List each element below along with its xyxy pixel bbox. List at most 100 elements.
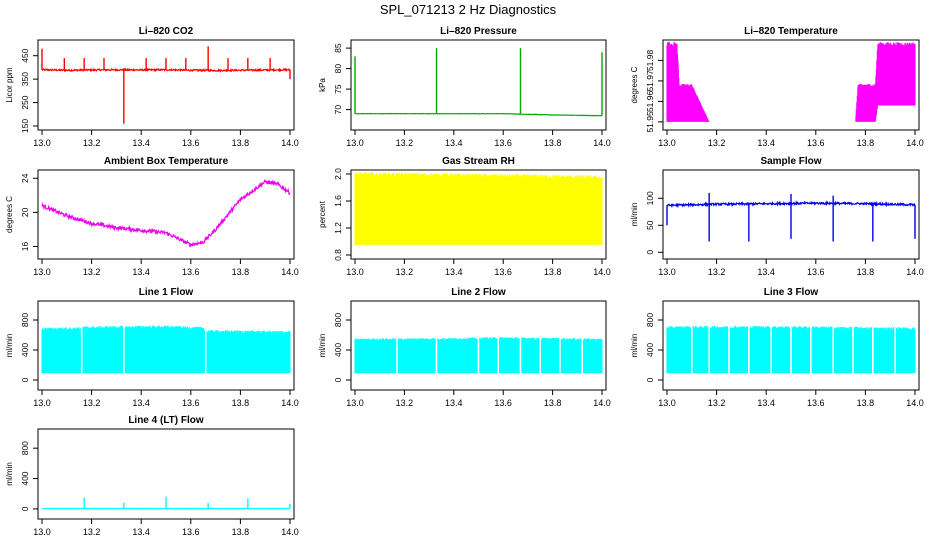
x-tick-label: 13.8 [232, 527, 250, 537]
x-tick-label: 13.0 [33, 267, 51, 277]
chart-panel-5: Gas Stream RH percent 13.0 13.2 13.4 13.6 13.8… [318, 156, 611, 277]
y-tick-label: 51.98 [645, 49, 655, 71]
y-tick-label: 50 [645, 220, 655, 230]
x-tick-label: 13.2 [83, 398, 101, 408]
chart-panel-1: Li–820 CO2 Licor ppm 13.0 13.2 13.4 13.6 13.8 1… [5, 26, 299, 148]
y-tick-label: 400 [20, 343, 30, 357]
chart-title: Line 1 Flow [139, 287, 194, 298]
y-tick-label: 400 [645, 343, 655, 357]
y-tick-label: 51.95 [645, 111, 655, 133]
x-tick-label: 13.4 [445, 267, 463, 277]
x-tick-label: 13.8 [857, 138, 875, 148]
x-tick-label: 13.2 [83, 138, 101, 148]
series-line [354, 112, 602, 117]
x-tick-label: 13.8 [544, 267, 562, 277]
chart-title: Line 2 Flow [451, 287, 506, 298]
y-tick-label: 100 [645, 191, 655, 205]
x-tick-label: 13.8 [232, 398, 250, 408]
x-tick-label: 13.0 [346, 398, 364, 408]
y-axis-label: ml/min [5, 462, 14, 486]
x-tick-label: 13.4 [445, 138, 463, 148]
chart-panel-3: Li–820 Temperature degrees C 13.0 13.2 13.4 1… [630, 26, 924, 148]
x-tick-label: 13.4 [757, 267, 775, 277]
x-tick-label: 13.6 [182, 527, 200, 537]
x-tick-label: 13.4 [132, 138, 150, 148]
y-tick-label: 70 [333, 105, 343, 115]
y-tick-label: 800 [333, 313, 343, 327]
y-tick-label: 51.96 [645, 90, 655, 112]
x-tick-label: 13.2 [708, 398, 726, 408]
x-tick-label: 13.2 [396, 267, 414, 277]
x-tick-label: 13.2 [396, 138, 414, 148]
y-tick-label: 0 [20, 506, 30, 511]
y-tick-label: 75 [333, 84, 343, 94]
x-tick-label: 13.6 [494, 267, 512, 277]
y-tick-label: 85 [333, 43, 343, 53]
x-tick-label: 13.0 [346, 267, 364, 277]
chart-panel-8: Line 2 Flow ml/min 13.0 13.2 13.4 13.6 13.8 14.… [318, 287, 611, 408]
plot-frame [350, 300, 607, 391]
x-tick-label: 13.2 [83, 527, 101, 537]
x-tick-label: 14.0 [593, 138, 611, 148]
y-tick-label: 800 [20, 441, 30, 455]
y-tick-label: 150 [20, 119, 30, 133]
x-tick-label: 13.2 [83, 267, 101, 277]
x-tick-label: 14.0 [281, 138, 299, 148]
x-tick-label: 13.0 [658, 398, 676, 408]
x-tick-label: 13.4 [132, 527, 150, 537]
y-tick-label: 80 [333, 64, 343, 74]
page-title: SPL_071213 2 Hz Diagnostics [379, 2, 557, 17]
y-tick-label: 350 [20, 72, 30, 86]
x-tick-label: 13.2 [708, 267, 726, 277]
y-axis-label: degrees C [5, 196, 14, 233]
chart-title: Sample Flow [760, 156, 821, 167]
x-tick-label: 13.6 [182, 267, 200, 277]
plot-frame [37, 300, 295, 391]
y-tick-label: 16 [20, 241, 30, 251]
chart-title: Li–820 Temperature [744, 26, 838, 37]
series-band [354, 172, 603, 245]
series-band [666, 41, 916, 122]
y-axis-label: kPa [318, 78, 327, 92]
chart-title: Li–820 Pressure [440, 26, 517, 37]
x-tick-label: 13.8 [544, 398, 562, 408]
y-tick-label: 450 [20, 48, 30, 62]
y-axis-label: ml/min [318, 334, 327, 358]
x-tick-label: 13.0 [658, 267, 676, 277]
y-tick-label: 2.0 [333, 168, 343, 180]
x-tick-label: 13.6 [807, 398, 825, 408]
y-tick-label: 24 [20, 173, 30, 183]
x-tick-label: 13.6 [494, 138, 512, 148]
x-tick-label: 13.2 [708, 138, 726, 148]
y-tick-label: 0 [645, 250, 655, 255]
x-tick-label: 13.6 [807, 267, 825, 277]
chart-panel-7: Line 1 Flow ml/min 13.0 13.2 13.4 13.6 13.8 14.… [5, 287, 299, 408]
series-line [41, 179, 291, 248]
x-tick-label: 13.2 [396, 398, 414, 408]
y-tick-label: 400 [20, 471, 30, 485]
y-tick-label: 400 [333, 343, 343, 357]
y-axis-label: ml/min [5, 334, 14, 358]
x-tick-label: 14.0 [281, 267, 299, 277]
plot-frame [37, 428, 295, 520]
x-tick-label: 13.0 [33, 398, 51, 408]
x-tick-label: 13.4 [445, 398, 463, 408]
x-tick-label: 13.0 [658, 138, 676, 148]
x-tick-label: 13.6 [182, 138, 200, 148]
y-axis-label: Licor ppm [5, 67, 14, 102]
x-tick-label: 13.8 [857, 267, 875, 277]
y-tick-label: 0 [20, 377, 30, 382]
x-tick-label: 13.0 [33, 138, 51, 148]
chart-title: Li–820 CO2 [139, 26, 194, 37]
plot-frame [350, 169, 607, 260]
x-tick-label: 13.0 [346, 138, 364, 148]
y-tick-label: 0 [645, 377, 655, 382]
x-tick-label: 13.6 [182, 398, 200, 408]
x-tick-label: 14.0 [281, 527, 299, 537]
plot-frame [662, 169, 920, 260]
chart-title: Line 3 Flow [764, 287, 819, 298]
x-tick-label: 13.8 [544, 138, 562, 148]
y-tick-label: 1.2 [333, 222, 343, 234]
x-tick-label: 13.4 [132, 398, 150, 408]
y-axis-label: degrees C [630, 66, 639, 103]
